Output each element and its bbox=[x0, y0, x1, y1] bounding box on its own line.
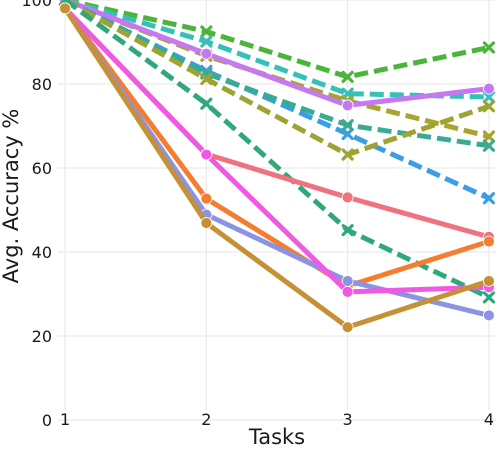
data-point bbox=[200, 148, 213, 161]
x-tick-label: 4 bbox=[484, 410, 494, 429]
series-13 bbox=[59, 2, 495, 334]
data-point bbox=[200, 25, 213, 38]
data-point bbox=[482, 100, 496, 113]
data-point bbox=[58, 0, 72, 7]
data-point bbox=[341, 321, 354, 334]
data-point bbox=[482, 192, 496, 205]
data-point bbox=[482, 41, 496, 54]
y-tick-label: 40 bbox=[32, 243, 52, 262]
x-tick-label: 1 bbox=[60, 410, 70, 429]
data-point bbox=[341, 99, 354, 112]
tick-labels: 0 20 40 60 80 100 1 2 3 4 bbox=[21, 0, 494, 430]
series-8 bbox=[58, 0, 496, 304]
data-point bbox=[59, 2, 71, 15]
x-tick-label: 3 bbox=[343, 410, 353, 429]
data-point bbox=[482, 291, 496, 304]
data-point bbox=[341, 70, 354, 83]
data-point bbox=[482, 130, 496, 143]
series-line bbox=[62, 5, 492, 295]
series-line bbox=[63, 0, 490, 158]
series-line bbox=[62, 5, 492, 330]
series-line bbox=[63, 0, 490, 201]
y-tick-label: 20 bbox=[32, 327, 52, 346]
data-point bbox=[341, 191, 354, 204]
series-line bbox=[63, 0, 491, 300]
series-line bbox=[62, 0, 492, 108]
data-point bbox=[341, 127, 354, 141]
data-point bbox=[200, 72, 213, 86]
data-point bbox=[200, 192, 213, 205]
data-point bbox=[200, 47, 213, 60]
y-axis-title: Avg. Accuracy % bbox=[0, 109, 23, 284]
data-point bbox=[483, 235, 495, 248]
data-point bbox=[341, 285, 354, 298]
y-tick-label: 0 bbox=[42, 411, 52, 430]
x-axis-title: Tasks bbox=[248, 425, 305, 449]
data-point bbox=[482, 90, 496, 104]
data-point bbox=[341, 119, 354, 132]
data-point bbox=[200, 217, 213, 229]
series-line bbox=[63, 0, 490, 149]
data-point bbox=[341, 224, 354, 237]
data-point bbox=[200, 35, 213, 48]
series-12 bbox=[59, 2, 495, 298]
series-layer bbox=[58, 0, 496, 334]
data-point bbox=[483, 82, 495, 95]
x-tick-label: 2 bbox=[201, 410, 211, 429]
data-point bbox=[483, 309, 495, 322]
y-tick-label: 60 bbox=[32, 159, 52, 178]
data-point bbox=[200, 97, 213, 110]
series-line bbox=[64, 0, 490, 80]
grid bbox=[58, 0, 496, 421]
data-point bbox=[341, 148, 354, 161]
y-tick-label: 100 bbox=[21, 0, 52, 10]
y-tick-label: 80 bbox=[32, 75, 52, 94]
data-point bbox=[482, 139, 496, 152]
data-point bbox=[483, 275, 495, 287]
series-line bbox=[62, 5, 492, 289]
